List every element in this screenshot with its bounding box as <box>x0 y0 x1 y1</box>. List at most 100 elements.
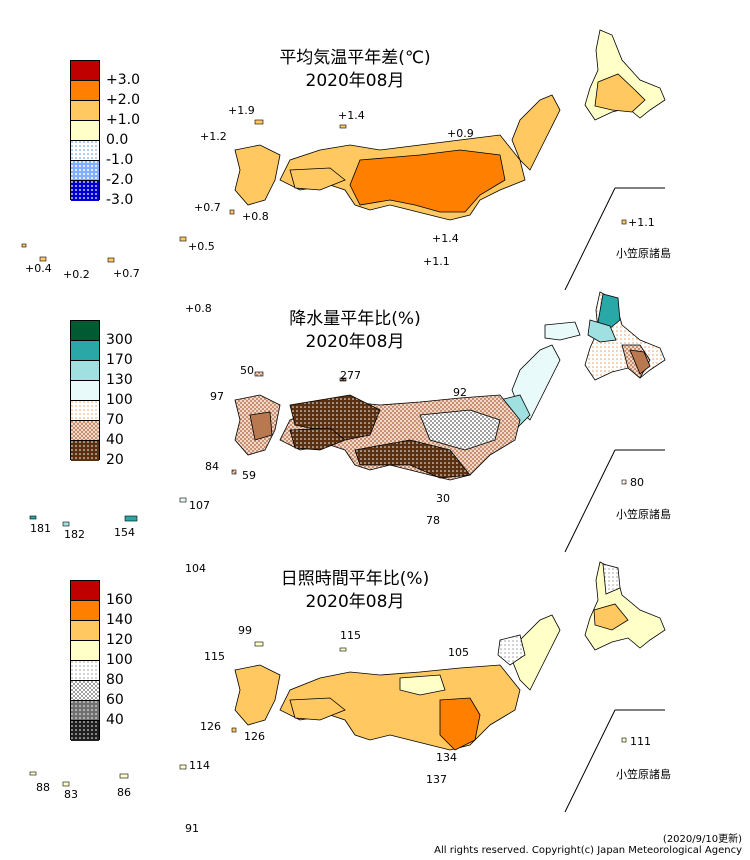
legend-label: 70 <box>106 412 124 428</box>
value-label: +0.5 <box>188 240 215 253</box>
legend-swatch <box>70 80 100 101</box>
legend-label: 0.0 <box>106 132 129 148</box>
value-label: 99 <box>238 624 252 637</box>
value-label: 277 <box>340 369 361 382</box>
legend-swatch <box>70 580 100 601</box>
ogasawara-label: 小笠原諸島 <box>616 247 671 260</box>
value-label: +0.8 <box>242 210 269 223</box>
value-label: +1.2 <box>200 130 227 143</box>
legend-label: 100 <box>106 392 133 408</box>
value-label: +0.7 <box>194 201 221 214</box>
temperature-title: 平均気温平年差(℃) <box>279 48 431 68</box>
legend-label: 130 <box>106 372 133 388</box>
legend-label: +3.0 <box>106 72 140 88</box>
value-label: 134 <box>436 751 457 764</box>
value-label: 126 <box>244 730 265 743</box>
value-label: 114 <box>189 759 210 772</box>
legend-swatch <box>70 140 100 161</box>
value-label: +0.9 <box>447 127 474 140</box>
legend-label: 100 <box>106 652 133 668</box>
legend-label: +2.0 <box>106 92 140 108</box>
legend-label: 80 <box>106 672 124 688</box>
legend-label: 40 <box>106 432 124 448</box>
sunshine-legend: 160 140 120 100 80 60 40 <box>70 580 133 741</box>
legend-label: 170 <box>106 352 133 368</box>
value-label: 115 <box>204 650 225 663</box>
legend-swatch <box>70 620 100 641</box>
legend-swatch <box>70 160 100 181</box>
legend-swatch <box>70 600 100 621</box>
legend-swatch <box>70 440 100 461</box>
temperature-legend: +3.0 +2.0 +1.0 0.0 -1.0 -2.0 -3.0 <box>70 60 140 207</box>
legend-label: -3.0 <box>106 192 134 208</box>
legend-swatch <box>70 700 100 721</box>
value-label: 182 <box>64 528 85 541</box>
value-label: +0.7 <box>113 267 140 280</box>
legend-label: -2.0 <box>106 172 134 188</box>
legend-swatch <box>70 400 100 421</box>
value-label: 84 <box>205 460 219 473</box>
value-label: 91 <box>185 822 199 835</box>
value-label: +1.4 <box>338 109 365 122</box>
legend-label: 40 <box>106 712 124 728</box>
value-label: 137 <box>426 773 447 786</box>
temperature-map <box>21 29 666 290</box>
sunshine-title: 日照時間平年比(%) <box>280 569 430 589</box>
legend-swatch <box>70 100 100 121</box>
update-date: (2020/9/10更新) <box>662 834 742 845</box>
value-label: 105 <box>448 646 469 659</box>
legend-swatch <box>70 180 100 201</box>
sunshine-map <box>29 561 666 813</box>
value-label: +1.4 <box>432 232 459 245</box>
precipitation-map <box>29 291 666 553</box>
value-label: 86 <box>117 786 131 799</box>
precipitation-panel: 降水量平年比(%) 2020年08月 300 170 130 100 70 40 20 50… <box>0 290 750 575</box>
value-label: 107 <box>189 499 210 512</box>
value-label: 126 <box>200 720 221 733</box>
value-label: +0.8 <box>185 302 212 315</box>
legend-swatch <box>70 120 100 141</box>
value-label: +1.1 <box>423 255 450 268</box>
legend-swatch <box>70 340 100 361</box>
legend-label: +1.0 <box>106 112 140 128</box>
legend-label: 120 <box>106 632 133 648</box>
legend-swatch <box>70 60 100 81</box>
value-label: 30 <box>436 492 450 505</box>
value-label: +0.2 <box>63 268 90 281</box>
value-label: 83 <box>64 788 78 801</box>
ogasawara-label: 小笠原諸島 <box>616 508 671 521</box>
legend-swatch <box>70 660 100 681</box>
value-label: 111 <box>630 735 651 748</box>
value-label: +1.9 <box>228 104 255 117</box>
value-label: 50 <box>240 364 254 377</box>
sunshine-panel: 日照時間平年比(%) 2020年08月 160 140 120 100 80 60 40 9… <box>0 560 750 835</box>
legend-label: 140 <box>106 612 133 628</box>
precipitation-subtitle: 2020年08月 <box>305 332 405 352</box>
legend-swatch <box>70 420 100 441</box>
precipitation-legend: 300 170 130 100 70 40 20 <box>70 320 133 467</box>
legend-swatch <box>70 360 100 381</box>
legend-swatch <box>70 640 100 661</box>
copyright: All rights reserved. Copyright(c) Japan … <box>434 845 742 856</box>
temperature-panel: 平均気温平年差(℃) 2020年08月 +3.0 +2.0 +1.0 0.0 -1.0 -… <box>0 0 750 315</box>
value-label: 97 <box>210 390 224 403</box>
value-label: 115 <box>340 629 361 642</box>
value-label: 154 <box>114 526 135 539</box>
ogasawara-label: 小笠原諸島 <box>616 768 671 781</box>
value-label: 181 <box>30 522 51 535</box>
legend-swatch <box>70 380 100 401</box>
legend-label: -1.0 <box>106 152 134 168</box>
value-label: 104 <box>185 562 206 575</box>
value-label: +0.4 <box>25 262 52 275</box>
legend-label: 300 <box>106 332 133 348</box>
legend-swatch <box>70 320 100 341</box>
legend-label: 60 <box>106 692 124 708</box>
value-label: 59 <box>242 469 256 482</box>
value-label: 78 <box>426 514 440 527</box>
value-label: 92 <box>453 386 467 399</box>
sunshine-subtitle: 2020年08月 <box>305 592 405 612</box>
precipitation-title: 降水量平年比(%) <box>289 309 421 329</box>
temperature-subtitle: 2020年08月 <box>305 71 405 91</box>
legend-label: 160 <box>106 592 133 608</box>
value-label: 88 <box>36 781 50 794</box>
